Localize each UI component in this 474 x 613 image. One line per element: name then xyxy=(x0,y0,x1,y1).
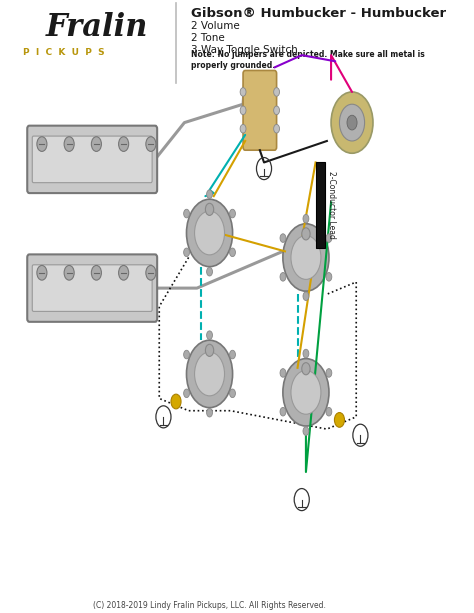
Circle shape xyxy=(347,115,357,130)
Circle shape xyxy=(326,234,332,242)
Circle shape xyxy=(118,265,128,280)
Circle shape xyxy=(91,137,101,151)
Circle shape xyxy=(335,413,345,427)
Circle shape xyxy=(303,427,309,435)
Circle shape xyxy=(240,106,246,115)
Circle shape xyxy=(273,88,280,96)
Circle shape xyxy=(194,211,225,255)
Circle shape xyxy=(207,331,212,340)
Circle shape xyxy=(171,394,181,409)
Circle shape xyxy=(91,265,101,280)
Circle shape xyxy=(280,408,286,416)
Circle shape xyxy=(229,389,236,398)
Circle shape xyxy=(303,292,309,300)
Circle shape xyxy=(291,235,321,280)
Circle shape xyxy=(240,88,246,96)
Circle shape xyxy=(273,106,280,115)
Circle shape xyxy=(339,104,365,141)
Circle shape xyxy=(207,267,212,276)
Circle shape xyxy=(186,199,233,267)
Circle shape xyxy=(146,137,156,151)
Circle shape xyxy=(302,228,310,240)
Circle shape xyxy=(229,248,236,257)
Circle shape xyxy=(194,352,225,396)
Circle shape xyxy=(205,345,214,356)
Circle shape xyxy=(303,215,309,223)
Circle shape xyxy=(280,273,286,281)
Circle shape xyxy=(205,204,214,215)
FancyBboxPatch shape xyxy=(32,136,152,183)
Text: 2 Tone: 2 Tone xyxy=(191,33,224,43)
Circle shape xyxy=(64,137,74,151)
Circle shape xyxy=(146,265,156,280)
Bar xyxy=(316,162,325,248)
Text: Gibson® Humbucker - Humbucker: Gibson® Humbucker - Humbucker xyxy=(191,7,446,20)
Circle shape xyxy=(207,190,212,199)
Circle shape xyxy=(283,359,329,426)
Circle shape xyxy=(183,209,190,218)
Circle shape xyxy=(186,340,233,408)
Circle shape xyxy=(183,248,190,257)
Circle shape xyxy=(326,408,332,416)
Circle shape xyxy=(280,234,286,242)
Circle shape xyxy=(283,224,329,291)
Circle shape xyxy=(183,389,190,398)
Circle shape xyxy=(240,124,246,133)
Text: 2 Volume: 2 Volume xyxy=(191,21,239,31)
Circle shape xyxy=(118,137,128,151)
Circle shape xyxy=(326,368,332,377)
Text: Fralin: Fralin xyxy=(46,12,148,43)
Circle shape xyxy=(331,92,373,153)
Text: 2-Conductor Lead: 2-Conductor Lead xyxy=(327,172,336,239)
Circle shape xyxy=(291,370,321,414)
FancyBboxPatch shape xyxy=(27,254,157,322)
Circle shape xyxy=(302,363,310,375)
FancyBboxPatch shape xyxy=(32,265,152,311)
Text: Note: No jumpers are depicted. Make sure all metal is
properly grounded.: Note: No jumpers are depicted. Make sure… xyxy=(191,50,424,70)
Circle shape xyxy=(64,265,74,280)
Circle shape xyxy=(273,124,280,133)
Circle shape xyxy=(229,350,236,359)
Circle shape xyxy=(229,209,236,218)
Circle shape xyxy=(37,137,47,151)
Text: P  I  C  K  U  P  S: P I C K U P S xyxy=(23,48,105,56)
Circle shape xyxy=(183,350,190,359)
Circle shape xyxy=(37,265,47,280)
Circle shape xyxy=(326,273,332,281)
Text: 3-Way Toggle Switch: 3-Way Toggle Switch xyxy=(191,45,297,55)
Text: (C) 2018-2019 Lindy Fralin Pickups, LLC. All Rights Reserved.: (C) 2018-2019 Lindy Fralin Pickups, LLC.… xyxy=(93,601,326,609)
FancyBboxPatch shape xyxy=(27,126,157,193)
Circle shape xyxy=(280,368,286,377)
Circle shape xyxy=(303,349,309,358)
FancyBboxPatch shape xyxy=(243,70,277,150)
Circle shape xyxy=(207,408,212,417)
